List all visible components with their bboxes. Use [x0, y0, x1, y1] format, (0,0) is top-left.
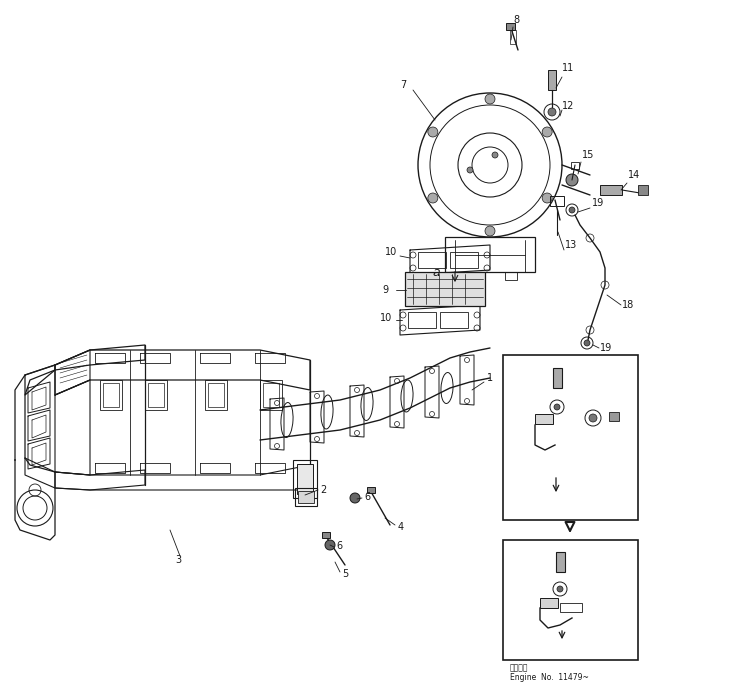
Bar	[510, 30, 516, 44]
Bar	[505, 272, 517, 280]
Text: 4: 4	[398, 522, 404, 532]
Bar	[638, 185, 648, 195]
Text: 5: 5	[342, 569, 348, 579]
Circle shape	[485, 94, 495, 104]
Bar	[450, 252, 478, 268]
Text: 11: 11	[508, 371, 520, 380]
Text: a: a	[432, 265, 440, 278]
Text: 16: 16	[508, 428, 520, 438]
Text: 18: 18	[622, 300, 634, 310]
Text: 12: 12	[508, 586, 520, 594]
Circle shape	[428, 193, 438, 203]
Circle shape	[557, 586, 563, 592]
Circle shape	[554, 404, 560, 410]
Text: 14: 14	[628, 170, 640, 180]
Text: 10: 10	[380, 313, 392, 323]
Text: 11: 11	[562, 63, 574, 73]
Bar	[260, 380, 282, 410]
Circle shape	[566, 174, 578, 186]
Circle shape	[467, 167, 473, 173]
Text: 17: 17	[622, 414, 634, 423]
Text: 13: 13	[565, 240, 577, 250]
Bar	[553, 368, 562, 388]
Bar	[205, 380, 227, 410]
Bar	[263, 383, 279, 407]
Text: 6: 6	[336, 541, 342, 551]
Text: 適用番号: 適用番号	[510, 663, 528, 672]
Circle shape	[542, 127, 552, 137]
Bar	[145, 380, 167, 410]
Bar	[445, 237, 535, 272]
Bar	[540, 598, 558, 608]
Bar	[560, 603, 582, 612]
Bar	[322, 532, 330, 538]
Text: Engine  No.  11479~: Engine No. 11479~	[510, 672, 589, 681]
Text: 2: 2	[320, 485, 326, 495]
Text: 12: 12	[508, 402, 520, 412]
Bar	[503, 355, 638, 520]
Text: a: a	[558, 642, 566, 655]
Text: 7: 7	[400, 80, 406, 90]
Bar	[550, 196, 564, 206]
Bar	[148, 383, 164, 407]
Bar	[103, 383, 119, 407]
Circle shape	[542, 193, 552, 203]
Circle shape	[350, 493, 360, 503]
Bar	[295, 488, 317, 506]
Circle shape	[485, 226, 495, 236]
Bar	[408, 312, 436, 328]
Bar	[548, 70, 556, 90]
Bar	[535, 414, 553, 424]
Text: 11: 11	[508, 553, 520, 562]
Bar	[460, 272, 472, 280]
Circle shape	[569, 207, 575, 213]
Text: 1: 1	[487, 373, 493, 383]
Text: 19: 19	[600, 343, 612, 353]
Bar	[418, 252, 446, 268]
Bar	[609, 412, 619, 421]
Text: 6: 6	[364, 492, 370, 502]
Bar	[298, 491, 314, 503]
Bar	[367, 487, 375, 493]
Bar	[297, 464, 313, 494]
Bar	[208, 383, 224, 407]
Bar	[600, 185, 622, 195]
Bar	[405, 272, 485, 306]
Text: 12: 12	[562, 101, 574, 111]
Bar	[100, 380, 122, 410]
Bar	[440, 312, 468, 328]
Text: 9: 9	[382, 285, 388, 295]
Text: 19: 19	[592, 198, 604, 208]
Circle shape	[428, 127, 438, 137]
Bar	[506, 23, 515, 30]
Bar	[293, 460, 317, 498]
Text: 3: 3	[175, 555, 181, 565]
Circle shape	[589, 414, 597, 422]
Bar	[503, 540, 638, 660]
Text: 15: 15	[582, 150, 595, 160]
Circle shape	[492, 152, 498, 158]
Bar	[571, 162, 579, 169]
Text: a: a	[552, 493, 560, 506]
Circle shape	[548, 108, 556, 116]
Text: 10: 10	[385, 247, 397, 257]
Bar	[556, 552, 565, 572]
Circle shape	[584, 340, 590, 346]
Text: 8: 8	[513, 15, 519, 25]
Circle shape	[325, 540, 335, 550]
Text: 16: 16	[508, 605, 520, 614]
